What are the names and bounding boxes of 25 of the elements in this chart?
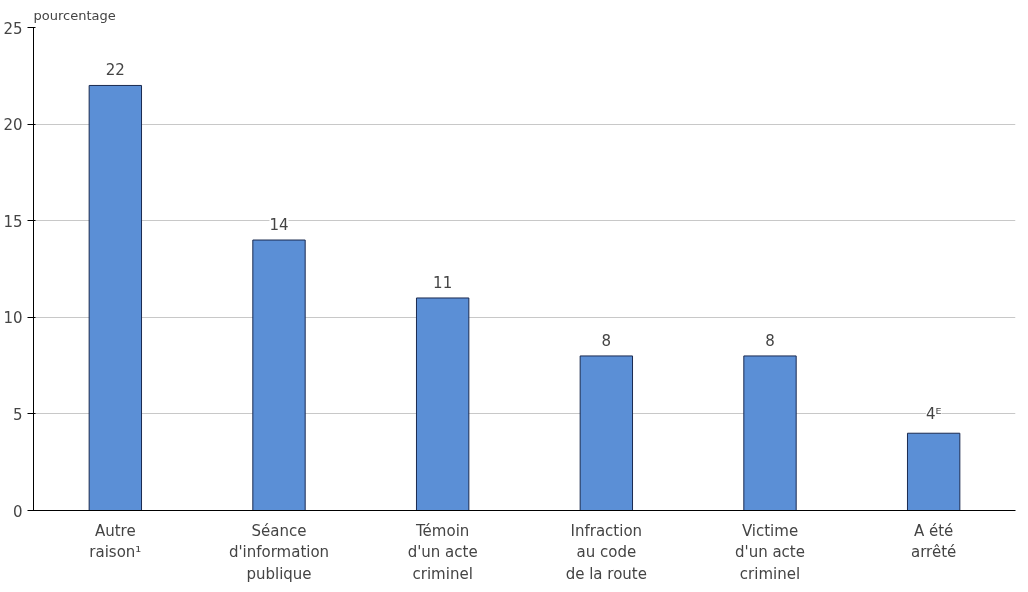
data-label: 8 [765,331,775,350]
data-label: 4ᴱ [925,405,942,424]
y-tick-label: 25 [3,19,23,38]
x-tick-label: Infraction au code de la route [565,521,647,583]
data-label: 14 [269,216,289,235]
x-tick-label: Témoin d'un acte criminel [407,521,478,583]
y-tick-label: 15 [3,212,23,231]
data-label: 8 [601,331,612,350]
bar [88,84,143,511]
bar [415,297,470,511]
bar [579,355,634,511]
x-tick-label: Séance d'information publique [228,521,330,583]
data-label: 11 [433,273,453,292]
x-tick-label: A été arrêté [911,521,957,562]
x-tick-label: Victime d'un acte criminel [735,521,805,583]
y-axis-title: pourcentage [33,7,116,23]
y-tick-label: 10 [3,309,23,328]
y-tick-label: 0 [12,502,23,521]
bar [252,239,306,511]
data-label: 22 [105,61,125,80]
bar [743,355,797,511]
x-tick-label: Autre raison¹ [89,521,142,562]
y-tick-label: 20 [3,116,23,135]
y-tick-label: 5 [12,405,23,424]
bar [906,432,961,511]
